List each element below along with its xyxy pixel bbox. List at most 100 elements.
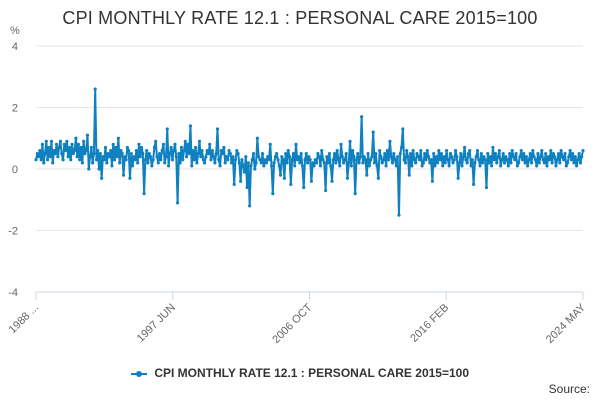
data-point[interactable] <box>148 155 153 159</box>
data-point[interactable] <box>146 161 150 165</box>
data-point[interactable] <box>313 158 317 162</box>
data-point[interactable] <box>461 155 465 159</box>
data-point[interactable] <box>85 133 90 137</box>
data-point[interactable] <box>511 155 516 159</box>
data-point[interactable] <box>75 155 79 159</box>
data-point[interactable] <box>410 164 414 168</box>
data-point[interactable] <box>219 148 223 153</box>
data-point[interactable] <box>190 164 194 168</box>
data-point[interactable] <box>537 161 541 165</box>
data-point[interactable] <box>276 158 280 162</box>
data-point[interactable] <box>40 142 45 146</box>
data-point[interactable] <box>197 139 202 143</box>
data-point[interactable] <box>93 87 97 91</box>
data-point[interactable] <box>145 148 149 153</box>
data-point[interactable] <box>174 155 178 159</box>
data-point[interactable] <box>451 161 455 165</box>
data-point[interactable] <box>272 161 276 165</box>
data-point[interactable] <box>289 182 293 186</box>
data-point[interactable] <box>222 145 226 150</box>
data-point[interactable] <box>399 145 404 150</box>
data-point[interactable] <box>96 148 100 153</box>
data-point[interactable] <box>35 152 39 156</box>
data-point[interactable] <box>452 158 456 162</box>
data-point[interactable] <box>172 148 176 153</box>
data-point[interactable] <box>544 152 548 156</box>
data-point[interactable] <box>101 155 105 159</box>
data-point[interactable] <box>236 152 240 156</box>
data-point[interactable] <box>398 152 402 156</box>
data-point[interactable] <box>316 152 320 156</box>
series-points[interactable] <box>34 87 585 217</box>
data-point[interactable] <box>348 139 352 143</box>
data-point[interactable] <box>157 152 162 156</box>
data-point[interactable] <box>205 148 209 153</box>
data-point[interactable] <box>139 145 144 150</box>
data-point[interactable] <box>260 152 265 156</box>
data-point[interactable] <box>444 148 449 153</box>
data-point[interactable] <box>518 155 522 159</box>
data-point[interactable] <box>285 161 289 165</box>
data-point[interactable] <box>208 142 212 146</box>
data-point[interactable] <box>212 155 216 159</box>
data-point[interactable] <box>118 161 122 165</box>
data-point[interactable] <box>142 192 146 196</box>
data-point[interactable] <box>569 158 574 162</box>
data-point[interactable] <box>214 152 218 156</box>
data-point[interactable] <box>564 164 568 168</box>
data-point[interactable] <box>456 176 460 180</box>
data-point[interactable] <box>151 158 155 162</box>
data-point[interactable] <box>460 164 464 168</box>
data-point[interactable] <box>343 158 347 162</box>
data-point[interactable] <box>70 142 74 146</box>
data-point[interactable] <box>367 164 371 168</box>
data-point[interactable] <box>361 161 365 165</box>
data-point[interactable] <box>500 158 504 162</box>
data-point[interactable] <box>558 161 562 165</box>
data-point[interactable] <box>246 161 250 165</box>
data-point[interactable] <box>420 164 424 168</box>
data-point[interactable] <box>424 158 428 162</box>
data-point[interactable] <box>556 152 561 156</box>
data-point[interactable] <box>441 164 445 168</box>
data-point[interactable] <box>54 142 59 146</box>
data-point[interactable] <box>191 148 195 153</box>
data-point[interactable] <box>255 136 259 140</box>
data-point[interactable] <box>159 158 163 162</box>
data-point[interactable] <box>484 185 489 190</box>
data-point[interactable] <box>572 161 576 165</box>
data-point[interactable] <box>536 152 540 156</box>
data-point[interactable] <box>194 145 198 150</box>
data-point[interactable] <box>129 152 133 156</box>
data-point[interactable] <box>385 148 389 153</box>
data-point[interactable] <box>473 161 477 165</box>
data-point[interactable] <box>526 164 530 168</box>
data-point[interactable] <box>446 158 450 162</box>
data-point[interactable] <box>532 155 536 159</box>
data-point[interactable] <box>175 201 180 205</box>
data-point[interactable] <box>457 161 462 165</box>
data-point[interactable] <box>105 161 109 165</box>
data-point[interactable] <box>300 164 305 168</box>
data-point[interactable] <box>430 179 435 183</box>
data-point[interactable] <box>475 148 480 153</box>
data-point[interactable] <box>239 179 243 183</box>
data-point[interactable] <box>496 155 500 159</box>
data-point[interactable] <box>428 161 432 165</box>
data-point[interactable] <box>380 161 384 165</box>
data-point[interactable] <box>52 148 56 153</box>
data-point[interactable] <box>294 142 298 146</box>
data-point[interactable] <box>535 164 539 168</box>
data-point[interactable] <box>327 152 332 156</box>
data-point[interactable] <box>344 152 348 156</box>
data-point[interactable] <box>91 161 95 165</box>
data-point[interactable] <box>182 148 186 153</box>
data-point[interactable] <box>48 155 52 159</box>
data-point[interactable] <box>268 142 272 146</box>
data-point[interactable] <box>89 145 93 150</box>
data-point[interactable] <box>396 155 400 159</box>
data-point[interactable] <box>61 158 65 162</box>
data-point[interactable] <box>94 158 99 162</box>
data-point[interactable] <box>370 155 374 159</box>
data-point[interactable] <box>412 158 416 162</box>
